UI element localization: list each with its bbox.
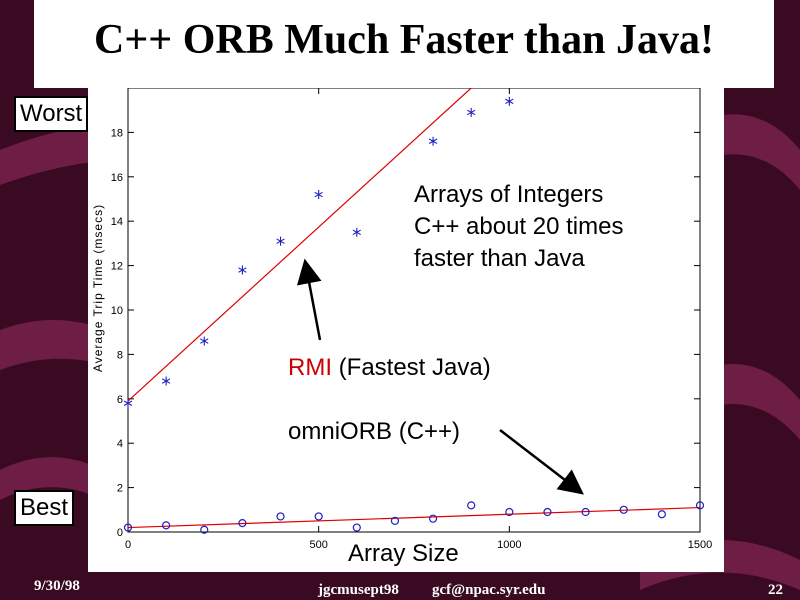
point-omniorb: [543, 507, 552, 517]
omni-annotation: omniORB (C++): [288, 418, 461, 445]
rmi-suffix: (Fastest Java): [332, 354, 491, 381]
y-tick-label: 18: [111, 127, 123, 139]
point-rmi: [352, 227, 361, 237]
x-tick-label: 1000: [497, 539, 521, 551]
x-tick-label: 0: [125, 539, 131, 551]
x-axis-label-overlay: Array Size: [348, 540, 459, 567]
best-label: Best: [14, 490, 75, 526]
point-rmi: [428, 136, 438, 146]
omni-arrow: [499, 429, 584, 495]
page-number: 22: [768, 582, 783, 598]
point-rmi: [123, 398, 133, 408]
annotation-line-1: Arrays of Integers: [414, 181, 604, 208]
y-tick-label: 12: [111, 261, 123, 273]
fit-line-omniorb: [127, 506, 701, 529]
footer-date: 9/30/98: [34, 578, 80, 594]
point-omniorb: [428, 514, 438, 523]
y-tick-label: 2: [117, 483, 123, 495]
y-tick-label: 14: [111, 216, 123, 228]
y-tick-label: 16: [111, 172, 123, 184]
fit-lines: [127, 88, 701, 529]
footer-email: gcf@npac.syr.edu: [432, 582, 546, 598]
worst-label: Worst: [14, 96, 89, 132]
point-rmi: [314, 190, 323, 200]
point-rmi: [161, 376, 171, 386]
point-omniorb: [467, 501, 476, 510]
point-rmi: [238, 265, 247, 275]
point-rmi: [505, 96, 514, 106]
point-omniorb: [352, 523, 361, 532]
point-omniorb: [238, 519, 247, 528]
fit-line-rmi: [127, 88, 472, 402]
footer-file: jgcmusept98: [318, 582, 399, 598]
y-tick-label: 4: [117, 438, 123, 450]
point-rmi: [467, 107, 476, 117]
y-tick-label: 6: [117, 394, 123, 406]
x-tick-label: 500: [309, 539, 327, 551]
point-omniorb: [276, 512, 285, 521]
point-omniorb: [390, 516, 400, 525]
point-omniorb: [505, 507, 514, 517]
point-omniorb: [657, 510, 666, 519]
point-omniorb: [619, 505, 628, 514]
y-tick-label: 0: [117, 527, 123, 539]
point-omniorb: [581, 507, 590, 517]
y-tick-label: 10: [111, 305, 123, 317]
y-tick-label: 8: [117, 349, 123, 361]
x-tick-label: 1500: [688, 539, 712, 551]
point-omniorb: [200, 525, 209, 534]
plot-background: [88, 88, 724, 572]
point-omniorb: [162, 521, 171, 530]
point-omniorb: [695, 501, 705, 510]
data-marks: [123, 96, 705, 534]
annotation-line-3: faster than Java: [414, 245, 585, 272]
rmi-label: RMI: [288, 354, 332, 381]
point-omniorb: [123, 523, 133, 532]
point-rmi: [276, 236, 285, 246]
chart-plot: 0 500 1000 1500 0 2 4 6 8 10 12 14 16 18 Average Trip…: [88, 88, 724, 572]
rmi-annotation: RMI (Fastest Java): [288, 352, 491, 384]
point-rmi: [200, 336, 209, 346]
title-box: [34, 0, 774, 88]
slide-title: C++ ORB Much Faster than Java!: [94, 17, 714, 63]
y-axis-label: Average Trip Time (msecs): [91, 204, 105, 372]
rmi-arrow: [296, 258, 322, 341]
annotation-line-2: C++ about 20 times: [414, 213, 624, 240]
axis-ticks: 0 500 1000 1500 0 2 4 6 8 10 12 14 16 18: [111, 88, 712, 551]
point-omniorb: [314, 512, 323, 521]
